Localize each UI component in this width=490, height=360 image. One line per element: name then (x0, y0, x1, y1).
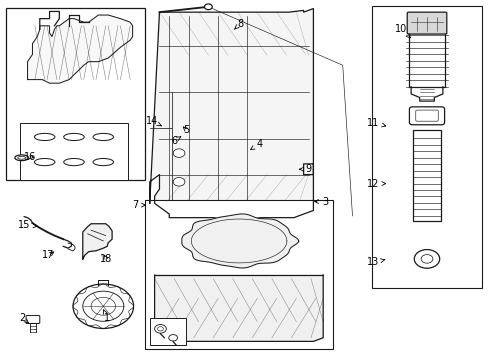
Text: 4: 4 (251, 139, 263, 149)
Ellipse shape (15, 155, 28, 161)
Polygon shape (155, 275, 323, 341)
Ellipse shape (34, 158, 55, 166)
Polygon shape (182, 214, 299, 268)
Text: 10: 10 (395, 24, 411, 38)
Text: 17: 17 (43, 250, 55, 260)
Text: 9: 9 (299, 164, 312, 174)
Polygon shape (150, 9, 314, 218)
Text: 11: 11 (367, 118, 386, 128)
Bar (5, 8, 145, 180)
Text: 18: 18 (99, 254, 112, 264)
Circle shape (155, 324, 166, 333)
Circle shape (169, 334, 177, 341)
Text: 16: 16 (24, 152, 36, 162)
Text: 14: 14 (146, 116, 161, 126)
Ellipse shape (93, 158, 114, 166)
Bar (413, 130, 441, 221)
Ellipse shape (18, 156, 25, 159)
Bar (372, 6, 482, 288)
Polygon shape (27, 15, 133, 83)
Circle shape (173, 149, 185, 157)
Circle shape (421, 255, 433, 263)
Circle shape (415, 249, 440, 268)
Circle shape (204, 4, 212, 10)
Circle shape (158, 327, 163, 331)
FancyBboxPatch shape (416, 110, 438, 121)
FancyBboxPatch shape (407, 12, 447, 34)
Text: 6: 6 (172, 136, 181, 145)
Ellipse shape (64, 134, 84, 140)
Text: 15: 15 (18, 220, 37, 230)
Bar (409, 33, 445, 87)
FancyBboxPatch shape (410, 107, 444, 125)
Text: 13: 13 (367, 257, 385, 267)
Bar (150, 318, 186, 345)
Text: 1: 1 (103, 310, 110, 323)
Ellipse shape (34, 134, 55, 140)
Ellipse shape (93, 134, 114, 140)
Circle shape (83, 291, 124, 321)
Ellipse shape (64, 158, 84, 166)
FancyBboxPatch shape (26, 316, 40, 323)
Bar (20, 123, 128, 180)
Text: 2: 2 (20, 313, 28, 323)
Text: 3: 3 (315, 197, 329, 207)
Bar (145, 200, 333, 348)
Polygon shape (83, 224, 112, 259)
Text: 7: 7 (132, 200, 146, 210)
Circle shape (73, 284, 134, 328)
Circle shape (91, 297, 116, 315)
Text: 8: 8 (234, 19, 243, 30)
Circle shape (173, 177, 185, 186)
Text: 5: 5 (183, 125, 190, 135)
Text: 12: 12 (367, 179, 386, 189)
